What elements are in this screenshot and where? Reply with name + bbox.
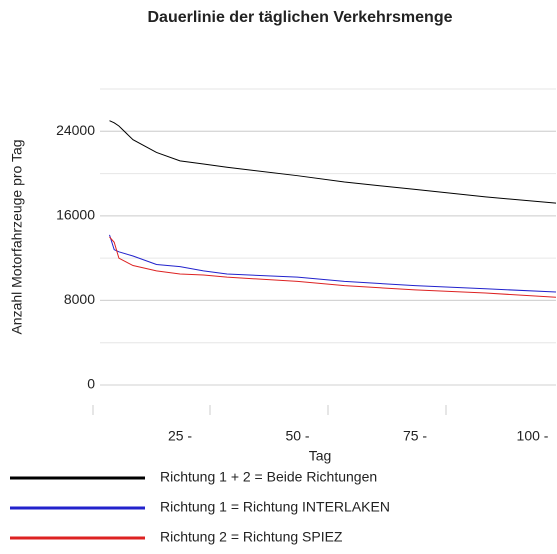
x-axis-ticks bbox=[92, 405, 447, 415]
legend-label: Richtung 2 = Richtung SPIEZ bbox=[160, 529, 343, 545]
x-tick-label: 100 - bbox=[517, 428, 549, 444]
x-tick-label: 50 - bbox=[285, 428, 309, 444]
x-tick-label: 75 - bbox=[403, 428, 427, 444]
legend-label: Richtung 1 = Richtung INTERLAKEN bbox=[160, 499, 390, 515]
chart-title: Dauerlinie der täglichen Verkehrsmenge bbox=[147, 9, 452, 26]
legend-label: Richtung 1 + 2 = Beide Richtungen bbox=[160, 469, 377, 485]
y-tick-label: 16000 bbox=[56, 207, 95, 223]
data-line bbox=[109, 120, 557, 204]
y-tick-label: 24000 bbox=[56, 122, 95, 138]
y-axis-label: Anzahl Motorfahrzeuge pro Tag bbox=[9, 139, 25, 334]
y-tick-label: 8000 bbox=[64, 291, 95, 307]
y-tick-label: 0 bbox=[87, 376, 95, 392]
x-tick-label: 25 - bbox=[168, 428, 192, 444]
data-line bbox=[109, 236, 557, 298]
x-axis-label: Tag bbox=[309, 448, 332, 464]
data-line bbox=[109, 234, 557, 293]
